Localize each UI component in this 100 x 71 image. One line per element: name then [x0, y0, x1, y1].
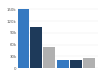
Bar	[17, 9, 29, 68]
Bar	[82, 58, 95, 68]
Bar	[30, 27, 42, 68]
Bar	[42, 47, 55, 68]
Bar	[57, 60, 69, 68]
Bar	[70, 60, 82, 68]
